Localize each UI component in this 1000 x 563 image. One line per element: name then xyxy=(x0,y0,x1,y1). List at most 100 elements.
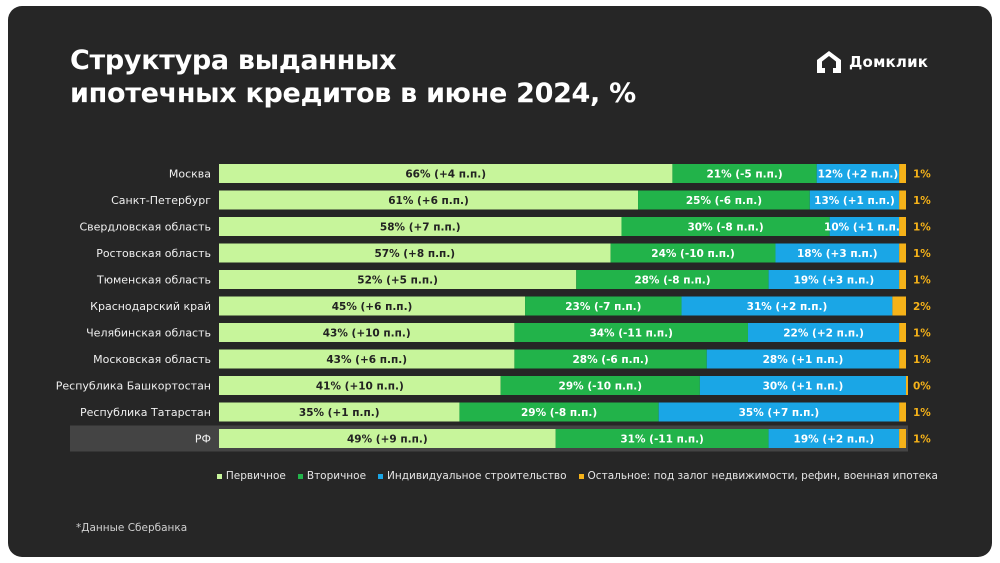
bar-segment xyxy=(638,190,810,210)
bar-segment xyxy=(681,296,893,316)
bar-segment xyxy=(219,190,639,210)
category-label: Санкт-Петербург xyxy=(111,194,211,207)
data-label: 35% (+7 п.п.) xyxy=(739,407,820,419)
bar-segment xyxy=(899,323,906,342)
bar-segment xyxy=(658,402,900,422)
data-label-other: 1% xyxy=(913,195,931,207)
data-label: 43% (+6 п.п.) xyxy=(326,354,407,366)
legend-item: Индивидуальное строительство xyxy=(378,470,567,482)
data-label: 52% (+5 п.п.) xyxy=(357,275,438,287)
bar-segment xyxy=(219,270,577,289)
data-label: 31% (-11 п.п.) xyxy=(620,434,704,446)
data-label-other: 2% xyxy=(913,301,931,313)
bar-segment xyxy=(500,376,700,395)
category-label: Свердловская область xyxy=(79,221,211,234)
data-label: 43% (+10 п.п.) xyxy=(323,328,411,340)
legend-label: Первичное xyxy=(225,470,286,482)
bar-segment xyxy=(219,429,556,448)
bar-segment xyxy=(775,243,900,263)
bar-segment xyxy=(899,402,906,422)
stacked-bar-chart: Москва 66% (+4 п.п.) 21% (-5 п.п.) 12% (+2 … xyxy=(56,164,931,452)
bar-segment xyxy=(219,243,611,263)
data-label: 58% (+7 п.п.) xyxy=(380,222,461,234)
category-label: Тюменская область xyxy=(96,274,211,287)
data-label: 34% (-11 п.п.) xyxy=(589,328,673,340)
data-label: 24% (-10 п.п.) xyxy=(651,248,735,260)
data-label: 28% (-8 п.п.) xyxy=(634,275,710,287)
category-label: Республика Татарстан xyxy=(80,406,211,419)
category-label: РФ xyxy=(195,433,211,446)
data-label-other: 1% xyxy=(913,354,931,366)
data-label-other: 1% xyxy=(913,248,931,260)
bar-segment xyxy=(621,217,830,236)
data-label: 35% (+1 п.п.) xyxy=(299,407,380,419)
bar-segment xyxy=(672,164,817,183)
footnote: *Данные Сбербанка xyxy=(76,522,188,534)
category-label: Московская область xyxy=(93,353,211,366)
bar-segment xyxy=(219,217,622,236)
bar-segment xyxy=(219,349,515,369)
bar-segment xyxy=(899,164,906,183)
legend-swatch xyxy=(297,473,303,479)
bar-segment xyxy=(576,270,769,289)
bar-segment xyxy=(906,376,908,395)
legend-swatch xyxy=(216,473,222,479)
bar-segment xyxy=(706,349,900,369)
data-label: 28% (+1 п.п.) xyxy=(763,354,844,366)
slide: Структура выданных ипотечных кредитов в … xyxy=(8,6,992,557)
data-label: 12% (+2 п.п.) xyxy=(818,169,899,181)
chart-title-line-1: Структура выданных xyxy=(70,45,397,76)
bar-segment xyxy=(892,296,906,316)
data-label: 61% (+6 п.п.) xyxy=(388,195,469,207)
data-label: 19% (+3 п.п.) xyxy=(794,275,875,287)
bar-segment xyxy=(829,217,900,236)
category-label: Краснодарский край xyxy=(90,300,211,313)
category-label: Республика Башкортостан xyxy=(56,380,211,393)
data-label: 30% (+1 п.п.) xyxy=(763,381,844,393)
bar-segment xyxy=(459,402,659,422)
bar-segment xyxy=(219,164,673,183)
data-label: 57% (+8 п.п.) xyxy=(374,248,455,260)
category-label: Москва xyxy=(169,168,211,181)
legend-swatch xyxy=(378,473,384,479)
bar-segment xyxy=(514,323,748,342)
data-label: 66% (+4 п.п.) xyxy=(405,169,486,181)
domclick-logo: Домклик xyxy=(816,50,928,74)
category-label: Ростовская область xyxy=(96,247,211,260)
data-label-other: 1% xyxy=(913,169,931,181)
legend-item: Остальное: под залог недвижимости, рефин… xyxy=(578,470,938,482)
legend-label: Остальное: под залог недвижимости, рефин… xyxy=(587,470,938,482)
legend-item: Первичное xyxy=(216,470,286,482)
bar-segment xyxy=(816,164,900,183)
bar-segment xyxy=(899,429,906,448)
data-label: 28% (-6 п.п.) xyxy=(572,354,648,366)
legend-label: Индивидуальное строительство xyxy=(387,470,567,482)
data-label: 19% (+2 п.п.) xyxy=(794,434,875,446)
chart-title-line-2: ипотечных кредитов в июне 2024, % xyxy=(70,78,636,109)
data-label: 29% (-8 п.п.) xyxy=(521,407,597,419)
bar-segment xyxy=(899,217,906,236)
bar-segment xyxy=(747,323,900,342)
chart-legend: Первичное Вторичное Индивидуальное строите… xyxy=(216,470,938,482)
data-label: 31% (+2 п.п.) xyxy=(747,301,828,313)
bar-segment xyxy=(555,429,769,448)
bar-segment xyxy=(899,349,906,369)
data-label: 41% (+10 п.п.) xyxy=(316,381,404,393)
logo-text: Домклик xyxy=(849,53,929,71)
data-label: 23% (-7 п.п.) xyxy=(565,301,641,313)
category-label: Челябинская область xyxy=(86,327,211,340)
legend-label: Вторичное xyxy=(306,470,367,482)
data-label: 22% (+2 п.п.) xyxy=(783,328,864,340)
data-label: 13% (+1 п.п.) xyxy=(814,195,895,207)
bar-segment xyxy=(899,190,906,210)
data-label-other: 1% xyxy=(913,434,931,446)
data-label-other: 1% xyxy=(913,407,931,419)
data-label: 25% (-6 п.п.) xyxy=(686,195,762,207)
bar-segment xyxy=(899,243,906,263)
bar-segment xyxy=(899,270,906,289)
bar-segment xyxy=(514,349,707,369)
house-logo-icon xyxy=(817,51,841,73)
legend-item: Вторичное xyxy=(297,470,367,482)
data-label: 45% (+6 п.п.) xyxy=(332,301,413,313)
data-label: 18% (+3 п.п.) xyxy=(797,248,878,260)
